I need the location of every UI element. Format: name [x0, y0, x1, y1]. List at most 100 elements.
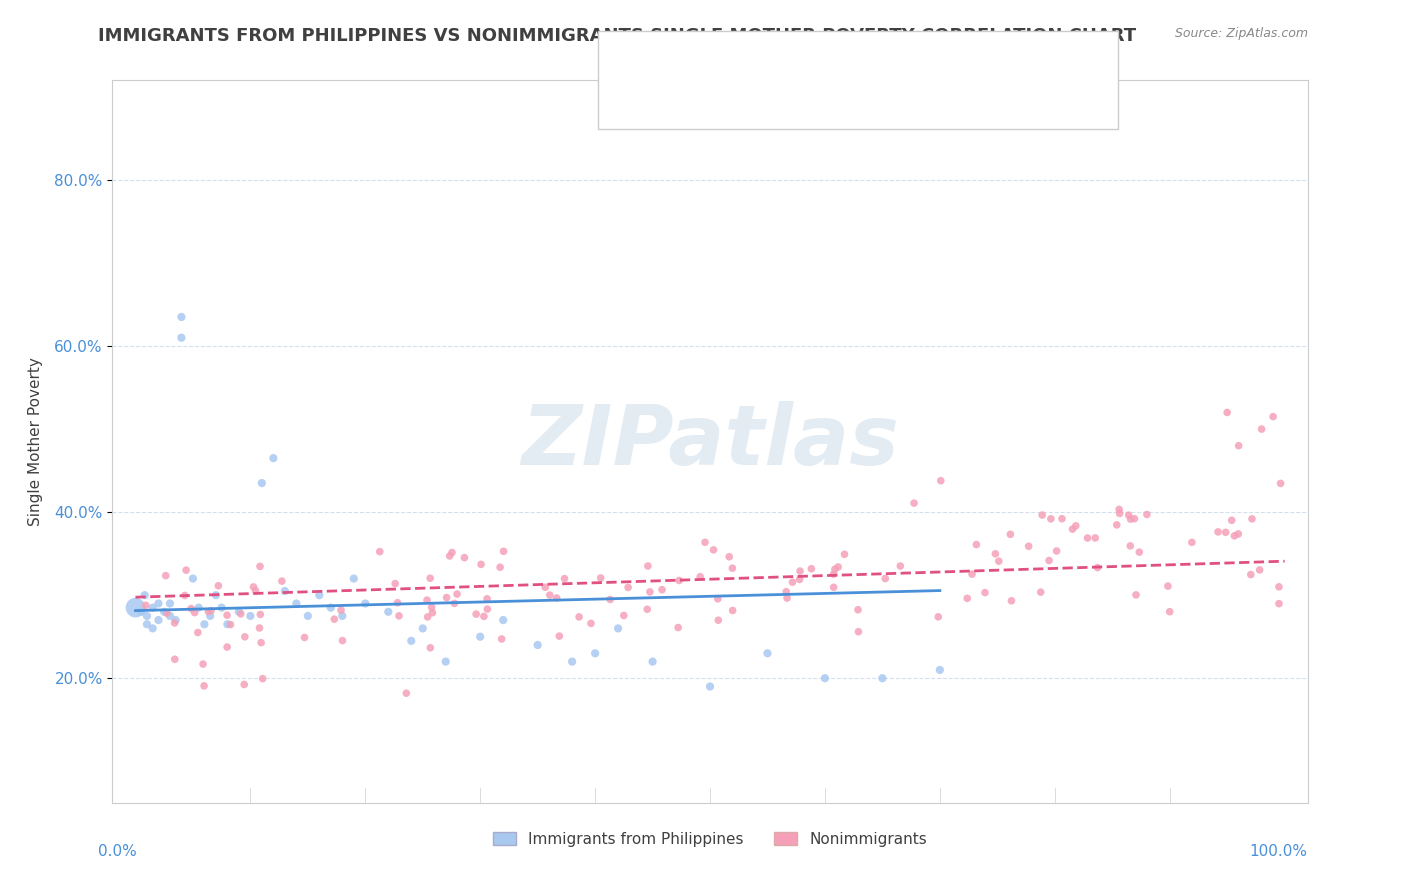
Point	[368, 544, 391, 558]
Point	[187, 625, 209, 640]
Point	[387, 596, 409, 610]
Point	[136, 609, 159, 624]
Point	[170, 331, 193, 345]
Point	[1261, 409, 1284, 424]
Point	[1108, 507, 1130, 521]
Point	[1119, 512, 1142, 526]
Point	[1240, 567, 1263, 582]
Point	[323, 612, 346, 626]
Point	[228, 605, 250, 619]
Point	[956, 591, 979, 606]
Point	[472, 609, 495, 624]
Point	[219, 617, 242, 632]
Point	[416, 593, 439, 607]
Point	[470, 558, 492, 572]
Point	[183, 606, 205, 620]
Point	[1268, 580, 1291, 594]
Point	[1125, 588, 1147, 602]
Point	[180, 601, 202, 615]
Text: R = 0.077    N = 50: R = 0.077 N = 50	[682, 54, 858, 71]
Point	[193, 679, 215, 693]
Point	[889, 559, 911, 574]
Point	[583, 646, 606, 660]
Point	[548, 629, 571, 643]
Point	[1087, 560, 1109, 574]
Point	[134, 588, 156, 602]
Point	[756, 646, 779, 660]
Point	[1181, 535, 1204, 549]
Point	[470, 630, 492, 644]
Point	[475, 591, 498, 606]
Point	[872, 671, 894, 685]
Point	[1084, 531, 1107, 545]
Point	[589, 571, 612, 585]
Point	[249, 607, 271, 622]
Point	[1157, 579, 1180, 593]
Point	[721, 561, 744, 575]
Point	[274, 584, 297, 599]
Point	[1076, 531, 1098, 545]
Point	[174, 563, 197, 577]
Point	[165, 613, 187, 627]
Text: Source: ZipAtlas.com: Source: ZipAtlas.com	[1174, 27, 1308, 40]
Point	[526, 638, 548, 652]
Point	[205, 588, 228, 602]
Point	[827, 560, 849, 574]
Point	[789, 564, 811, 578]
Point	[846, 603, 869, 617]
Point	[155, 568, 177, 582]
Point	[142, 600, 165, 615]
Point	[446, 587, 468, 601]
Point	[617, 581, 640, 595]
Point	[1062, 522, 1084, 536]
Point	[1240, 512, 1263, 526]
Point	[136, 617, 159, 632]
Point	[800, 562, 823, 576]
Point	[377, 605, 399, 619]
Point	[718, 549, 741, 564]
Point	[198, 609, 221, 624]
Point	[1000, 594, 1022, 608]
Point	[297, 609, 319, 624]
Point	[207, 579, 229, 593]
Point	[233, 677, 256, 691]
Point	[599, 592, 621, 607]
Point	[401, 633, 423, 648]
Point	[420, 600, 443, 615]
Point	[187, 600, 209, 615]
Point	[1046, 544, 1069, 558]
Point	[439, 549, 461, 563]
Point	[492, 544, 515, 558]
Point	[553, 572, 575, 586]
Point	[984, 547, 1007, 561]
Point	[974, 585, 997, 599]
Y-axis label: Single Mother Poverty: Single Mother Poverty	[28, 357, 44, 526]
Point	[492, 613, 515, 627]
Point	[875, 572, 897, 586]
Point	[823, 580, 845, 594]
Point	[1128, 545, 1150, 559]
Point	[124, 600, 146, 615]
Point	[782, 575, 804, 590]
Point	[233, 630, 256, 644]
Point	[153, 605, 176, 619]
Point	[242, 580, 264, 594]
Point	[702, 542, 724, 557]
Point	[1029, 585, 1052, 599]
Point	[294, 631, 316, 645]
Point	[689, 570, 711, 584]
Point	[824, 562, 846, 576]
Point	[211, 600, 233, 615]
Point	[699, 680, 721, 694]
Point	[1216, 405, 1239, 419]
Point	[217, 608, 239, 623]
Point	[1159, 605, 1181, 619]
Point	[538, 588, 561, 602]
Point	[262, 451, 284, 466]
Point	[641, 655, 664, 669]
Point	[250, 635, 273, 649]
Point	[453, 550, 475, 565]
Point	[1118, 508, 1140, 523]
Point	[436, 591, 458, 605]
Point	[789, 573, 811, 587]
